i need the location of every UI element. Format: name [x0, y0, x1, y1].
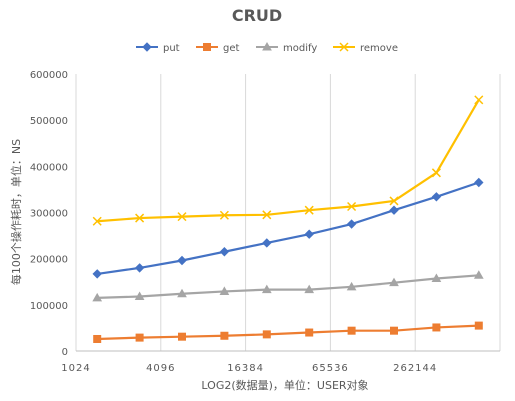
series-line-modify: [97, 274, 479, 300]
x-marker-stroke: [474, 95, 484, 105]
data-point-get: [262, 330, 271, 339]
data-point-put: [304, 229, 314, 239]
data-point-remove: [304, 205, 314, 215]
data-point-remove: [92, 216, 102, 226]
legend-marker: [339, 42, 349, 52]
legend-marker: [262, 41, 272, 51]
data-point-get: [390, 326, 398, 335]
x-marker-stroke: [177, 212, 187, 222]
legend-item-remove: remove: [333, 42, 398, 54]
data-point-get: [135, 333, 144, 342]
data-point-get: [347, 326, 356, 335]
data-point-put: [431, 192, 442, 202]
data-point-modify: [219, 286, 230, 295]
x-marker-stroke: [135, 213, 145, 223]
x-marker-stroke: [262, 210, 272, 220]
data-point-put: [389, 205, 399, 215]
data-point-put: [474, 177, 484, 188]
series-line-remove: [97, 99, 480, 223]
legend-label: remove: [360, 43, 398, 54]
series-line-put: [97, 181, 480, 275]
data-point-put: [134, 263, 145, 273]
series-line-get: [97, 324, 479, 341]
data-point-remove: [474, 95, 484, 105]
x-marker-stroke: [92, 216, 102, 226]
x-marker-stroke: [389, 196, 399, 206]
data-point-modify: [346, 281, 357, 291]
x-marker-stroke: [431, 168, 441, 178]
x-axis: 1024 4096 16384 65536 262144: [61, 350, 500, 374]
legend-marker: [203, 43, 211, 51]
plot-area: [92, 95, 484, 343]
data-point-modify: [304, 284, 315, 294]
y-tick-label: 400000: [30, 162, 68, 173]
data-point-modify: [473, 270, 484, 279]
data-point-modify: [177, 288, 187, 298]
x-marker-stroke: [304, 205, 314, 215]
data-point-put: [92, 269, 102, 279]
legend-label: put: [163, 43, 180, 54]
x-tick-label: 4096: [146, 363, 175, 374]
x-tick-label: 262144: [393, 363, 437, 374]
data-point-remove: [219, 210, 229, 220]
x-marker-stroke: [339, 42, 349, 52]
y-tick-label: 600000: [30, 70, 68, 81]
data-point-remove: [389, 196, 399, 206]
data-point-get: [432, 323, 441, 332]
data-point-get: [93, 334, 102, 343]
data-point-put: [219, 247, 230, 257]
data-point-put: [262, 238, 272, 248]
data-point-get: [305, 328, 314, 337]
legend: put get modify remove: [136, 41, 398, 54]
data-point-modify: [389, 277, 399, 287]
y-tick-label: 100000: [30, 301, 68, 312]
legend-label: modify: [283, 43, 317, 54]
data-point-remove: [431, 168, 441, 178]
y-tick-label: 200000: [30, 255, 68, 266]
data-point-get: [474, 321, 483, 330]
data-point-modify: [92, 292, 103, 302]
y-axis-title: 每100个操作耗时，单位：NS: [9, 139, 23, 285]
x-axis-title: LOG2(数据量)，单位：USER对象: [201, 378, 368, 392]
data-point-put: [346, 219, 357, 229]
legend-item-put: put: [136, 42, 180, 54]
legend-label: get: [223, 43, 240, 54]
x-tick-label: 16384: [227, 363, 264, 374]
chart-title: CRUD: [232, 6, 282, 25]
grid-lines: [75, 74, 501, 351]
data-point-modify: [134, 291, 145, 301]
x-tick-label: 1024: [61, 363, 90, 374]
data-point-remove: [135, 213, 145, 223]
data-point-get: [220, 331, 229, 340]
data-point-remove: [262, 210, 272, 220]
y-tick-label: 500000: [30, 116, 68, 127]
x-marker-stroke: [347, 201, 357, 212]
x-marker-stroke: [219, 210, 229, 220]
data-point-remove: [177, 212, 187, 222]
y-tick-label: 300000: [30, 209, 68, 220]
data-point-modify: [261, 284, 272, 294]
data-point-modify: [431, 273, 442, 283]
x-tick-label: 65536: [312, 363, 349, 374]
data-point-remove: [347, 201, 357, 212]
y-axis: 0 100000 200000 300000 400000 500000 600000: [30, 70, 68, 358]
y-tick-label: 0: [62, 347, 68, 358]
legend-item-get: get: [196, 43, 240, 54]
legend-item-modify: modify: [256, 41, 317, 54]
legend-marker: [142, 42, 152, 52]
data-point-get: [178, 332, 186, 341]
data-point-put: [177, 255, 187, 266]
